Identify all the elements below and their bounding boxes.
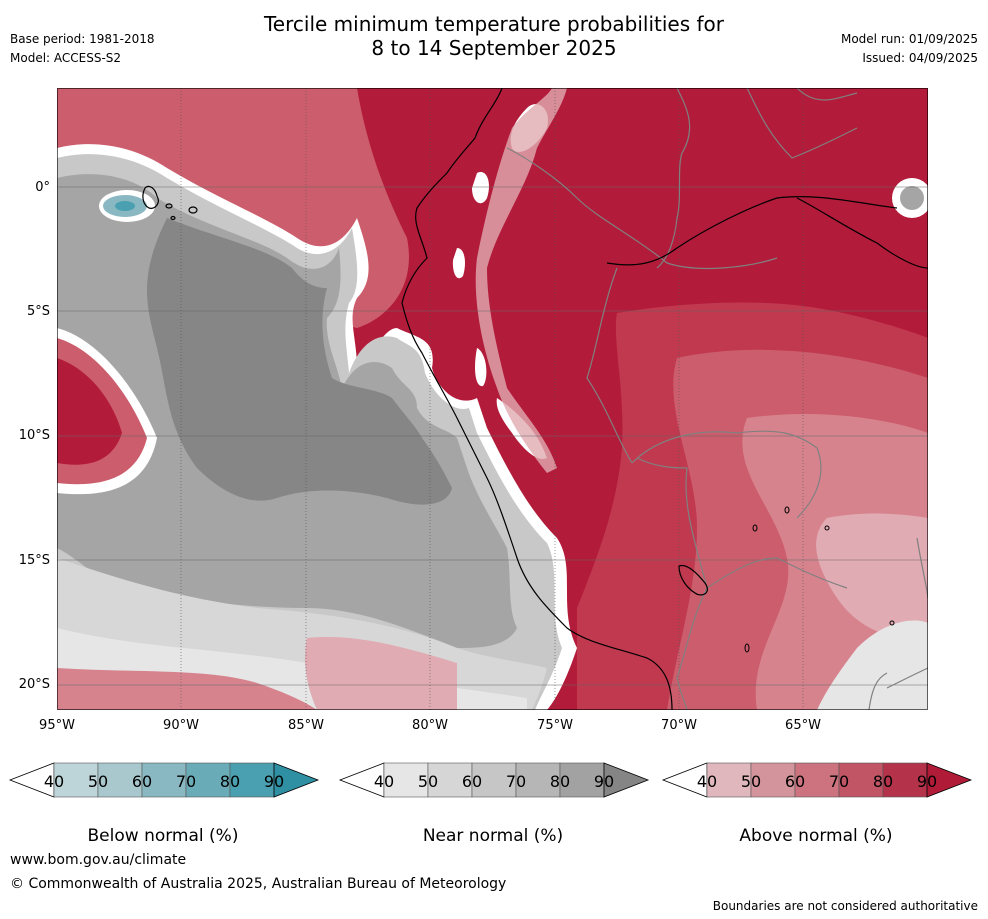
title-line-1: Tercile minimum temperature probabilitie… xyxy=(263,12,725,36)
colorbar-tick-label: 80 xyxy=(219,772,241,791)
andes-white-streak-3 xyxy=(452,248,465,279)
colorbar-tick-label: 40 xyxy=(696,772,718,791)
lat-label-20s: 20°S xyxy=(18,677,50,692)
colorbar-above-label: Above normal (%) xyxy=(739,826,893,846)
colorbar-segment xyxy=(97,762,143,798)
lon-label-70w: 70°W xyxy=(661,718,697,733)
colorbar-segment xyxy=(273,762,320,798)
model-text: Model: ACCESS-S2 xyxy=(10,51,122,65)
colorbar-tick-label: 90 xyxy=(263,772,285,791)
andes-above-50-band xyxy=(475,88,567,473)
colorbar-tick-label: 50 xyxy=(740,772,762,791)
colorbar-segment xyxy=(559,762,605,798)
region-above-bottom-left xyxy=(57,668,317,710)
galapagos-islands xyxy=(142,185,198,221)
lat-label-15s: 15°S xyxy=(18,553,50,568)
colorbar-segment xyxy=(229,762,275,798)
colorbar-tick-label: 90 xyxy=(593,772,615,791)
lat-label-10s: 10°S xyxy=(18,428,50,443)
base-period-text: Base period: 1981-2018 xyxy=(10,32,155,46)
colorbar-above-normal xyxy=(661,762,973,798)
colorbar-segment xyxy=(515,762,561,798)
colorbar-below-label: Below normal (%) xyxy=(87,826,239,846)
colorbar-segment xyxy=(53,762,99,798)
region-above-90-southwest xyxy=(57,358,122,465)
region-near-90-ocean xyxy=(147,218,452,505)
lat-label-5s: 5°S xyxy=(26,304,50,319)
map-title: Tercile minimum temperature probabilitie… xyxy=(0,12,988,60)
colorbar-segment xyxy=(185,762,231,798)
colorbar-tick-label: 70 xyxy=(505,772,527,791)
region-near-southeast-corner xyxy=(817,620,928,710)
region-below-90-galapagos xyxy=(115,201,135,211)
colorbar-segment xyxy=(427,762,473,798)
region-near-northeast-blob-inner xyxy=(900,186,924,210)
colorbar-segment xyxy=(794,762,840,798)
colorbar-near-normal xyxy=(338,762,650,798)
colorbar-segment xyxy=(926,762,973,798)
title-line-2: 8 to 14 September 2025 xyxy=(371,36,617,60)
colorbar-near-label: Near normal (%) xyxy=(422,826,564,846)
colorbar-segment xyxy=(706,762,752,798)
colorbar-tick-label: 50 xyxy=(87,772,109,791)
map-lat-gridlines xyxy=(57,186,928,686)
lon-label-85w: 85°W xyxy=(288,718,324,733)
colorbar-tick-label: 80 xyxy=(549,772,571,791)
lake-titicaca xyxy=(678,564,708,596)
colorbar-tick-label: 50 xyxy=(417,772,439,791)
region-above-40-southeast xyxy=(816,513,928,637)
lon-label-75w: 75°W xyxy=(537,718,573,733)
lon-label-65w: 65°W xyxy=(785,718,821,733)
map-frame xyxy=(57,88,928,710)
andes-white-streak-2 xyxy=(472,172,489,204)
footer-note: Boundaries are not considered authoritat… xyxy=(712,899,978,913)
colorbar-tick-label: 70 xyxy=(175,772,197,791)
footer-copyright: © Commonwealth of Australia 2025, Austra… xyxy=(10,876,507,892)
small-lakes xyxy=(744,506,895,653)
lon-label-80w: 80°W xyxy=(412,718,448,733)
colorbar-segment xyxy=(141,762,187,798)
colorbars xyxy=(8,762,973,798)
colorbar-below-normal xyxy=(8,762,320,798)
colorbar-tick-label: 80 xyxy=(872,772,894,791)
andes-white-streak-4 xyxy=(475,348,487,387)
colorbar-tick-label: 40 xyxy=(43,772,65,791)
lon-label-90w: 90°W xyxy=(163,718,199,733)
colorbar-tick-label: 90 xyxy=(916,772,938,791)
probability-map xyxy=(57,88,928,710)
colorbar-tick-label: 60 xyxy=(461,772,483,791)
model-run-text: Model run: 01/09/2025 xyxy=(840,32,978,46)
region-above-50-bottom-center xyxy=(305,637,457,710)
colorbar-tick-label: 40 xyxy=(373,772,395,791)
lat-label-0: 0° xyxy=(35,180,50,195)
colorbar-segment xyxy=(603,762,650,798)
colorbar-segment xyxy=(882,762,928,798)
colorbar-tick-label: 70 xyxy=(828,772,850,791)
colorbar-tick-label: 60 xyxy=(131,772,153,791)
footer-url: www.bom.gov.au/climate xyxy=(10,852,187,868)
colorbar-tick-label: 60 xyxy=(784,772,806,791)
coastlines xyxy=(401,88,928,710)
issued-text: Issued: 04/09/2025 xyxy=(862,51,978,65)
lon-label-95w: 95°W xyxy=(39,718,75,733)
